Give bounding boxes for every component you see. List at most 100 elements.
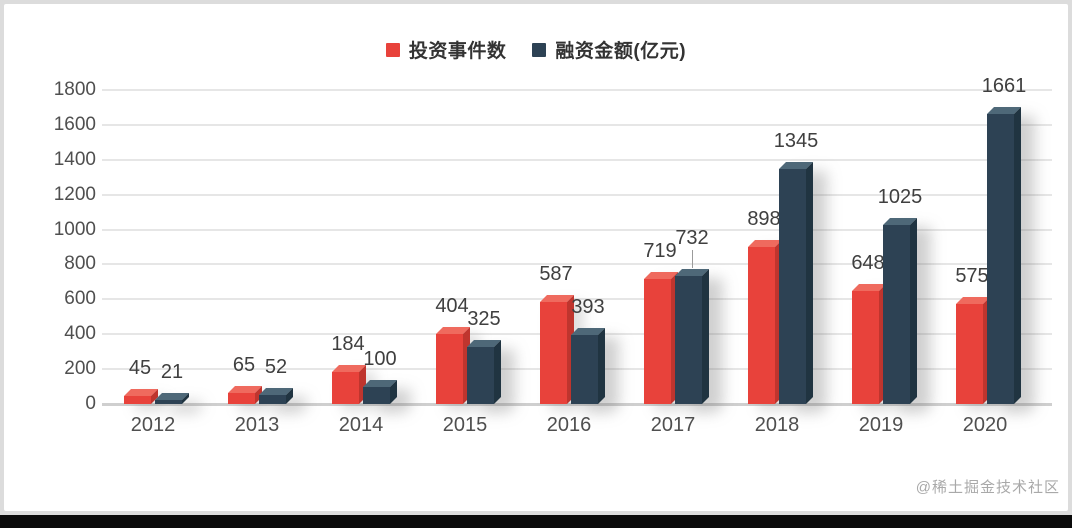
legend-label-financing-amount: 融资金额(亿元)	[555, 41, 687, 62]
value-label-events-2013: 65	[232, 353, 256, 376]
legend-label-investment-events: 投资事件数	[408, 41, 507, 62]
bar-face-front	[259, 394, 286, 404]
bar-events-2018	[748, 240, 782, 404]
bar-face-front	[467, 347, 494, 404]
bar-face-front	[987, 114, 1014, 404]
bar-face-side	[910, 218, 917, 404]
gridline-1800	[102, 89, 1052, 91]
bar-amount-2020	[987, 107, 1021, 404]
value-label-amount-2013: 52	[264, 355, 288, 378]
bar-face-front	[956, 303, 983, 404]
bar-face-front	[883, 225, 910, 404]
bar-face-front	[675, 276, 702, 404]
y-tick-label-400: 400	[64, 323, 96, 345]
value-label-amount-2017: 732	[675, 227, 709, 250]
bar-face-side	[598, 328, 605, 404]
legend-swatch-financing-amount	[532, 42, 547, 57]
value-label-amount-2015: 325	[467, 308, 501, 331]
bar-face-front	[332, 371, 359, 404]
value-label-events-2017: 719	[643, 239, 677, 262]
y-tick-label-0: 0	[85, 393, 96, 414]
bar-face-front	[228, 392, 255, 404]
y-tick-label-600: 600	[64, 288, 96, 310]
bar-amount-2012	[155, 393, 189, 404]
value-label-amount-2019: 1025	[877, 186, 923, 209]
y-tick-label-1600: 1600	[53, 113, 96, 135]
x-tick-label-2019: 2019	[858, 414, 904, 436]
value-label-events-2016: 587	[539, 262, 573, 285]
gridline-1200	[102, 193, 1052, 196]
x-axis-line	[102, 403, 1052, 406]
bar-events-2017	[644, 271, 678, 404]
legend-item-investment-events: 投资事件数	[385, 36, 507, 63]
y-tick-label-1400: 1400	[53, 148, 96, 170]
bar-amount-2017	[675, 269, 709, 404]
bar-face-front	[124, 396, 151, 404]
x-tick-label-2013: 2013	[234, 414, 280, 436]
value-label-amount-2020: 1661	[981, 75, 1027, 98]
x-tick-label-2017: 2017	[650, 414, 696, 436]
bar-face-front	[436, 333, 463, 404]
x-tick-label-2012: 2012	[130, 414, 176, 436]
value-label-amount-2012: 21	[160, 361, 184, 384]
bar-amount-2014	[363, 379, 397, 404]
bar-events-2020	[956, 296, 990, 404]
bar-face-front	[571, 335, 598, 404]
bar-face-front	[363, 386, 390, 404]
value-label-events-2014: 184	[331, 332, 365, 355]
bar-events-2012	[124, 389, 158, 404]
gridline-1600	[102, 123, 1052, 126]
bar-amount-2019	[883, 218, 917, 404]
bottom-bar	[0, 515, 1072, 528]
bar-face-side	[806, 162, 813, 404]
bar-amount-2015	[467, 340, 501, 404]
legend-swatch-investment-events	[385, 42, 400, 57]
value-label-events-2019: 648	[851, 251, 885, 274]
bar-events-2015	[436, 326, 470, 404]
value-label-events-2012: 45	[128, 357, 152, 380]
gridline-1000	[102, 228, 1052, 231]
bar-face-front	[540, 301, 567, 404]
x-tick-label-2018: 2018	[754, 414, 800, 436]
x-tick-label-2020: 2020	[962, 414, 1008, 436]
bar-amount-2013	[259, 387, 293, 404]
x-tick-label-2014: 2014	[338, 414, 384, 436]
leader-line-2017	[692, 250, 693, 269]
legend: 投资事件数 融资金额(亿元)	[4, 36, 1068, 63]
value-label-events-2018: 898	[747, 208, 781, 231]
x-tick-label-2015: 2015	[442, 414, 488, 436]
value-label-amount-2014: 100	[363, 347, 397, 370]
bar-face-front	[748, 247, 775, 404]
bar-face-side	[494, 340, 501, 404]
watermark: @稀土掘金技术社区	[915, 479, 1060, 496]
bar-face-side	[702, 269, 709, 404]
bar-amount-2018	[779, 162, 813, 404]
bar-events-2013	[228, 385, 262, 404]
y-tick-label-200: 200	[64, 358, 96, 380]
bar-face-front	[155, 400, 182, 404]
bar-face-side	[1014, 107, 1021, 404]
bar-events-2016	[540, 294, 574, 404]
legend-item-financing-amount: 融资金额(亿元)	[532, 36, 686, 63]
value-label-events-2020: 575	[955, 264, 989, 287]
y-tick-label-800: 800	[64, 253, 96, 275]
plot-area: 0 200 400 600 800 1000 1200 1400 1600 1800 45 21 201…	[4, 4, 1068, 511]
y-tick-label-1200: 1200	[53, 183, 96, 205]
bar-face-front	[852, 290, 879, 404]
gridline-600	[102, 298, 1052, 301]
y-tick-label-1000: 1000	[53, 218, 96, 240]
bar-events-2014	[332, 364, 366, 404]
x-tick-label-2016: 2016	[546, 414, 592, 436]
bar-face-front	[644, 278, 671, 404]
value-label-amount-2018: 1345	[773, 130, 819, 153]
gridline-800	[102, 263, 1052, 266]
y-tick-label-1800: 1800	[53, 79, 96, 100]
chart-card: 投资事件数 融资金额(亿元) 0 200 400 600 800 1000 1200 1400…	[4, 4, 1068, 511]
bar-amount-2016	[571, 328, 605, 404]
value-label-amount-2016: 393	[571, 296, 605, 319]
bar-face-front	[779, 169, 806, 404]
value-label-events-2015: 404	[435, 294, 469, 317]
gridline-1400	[102, 158, 1052, 161]
bar-events-2019	[852, 283, 886, 404]
